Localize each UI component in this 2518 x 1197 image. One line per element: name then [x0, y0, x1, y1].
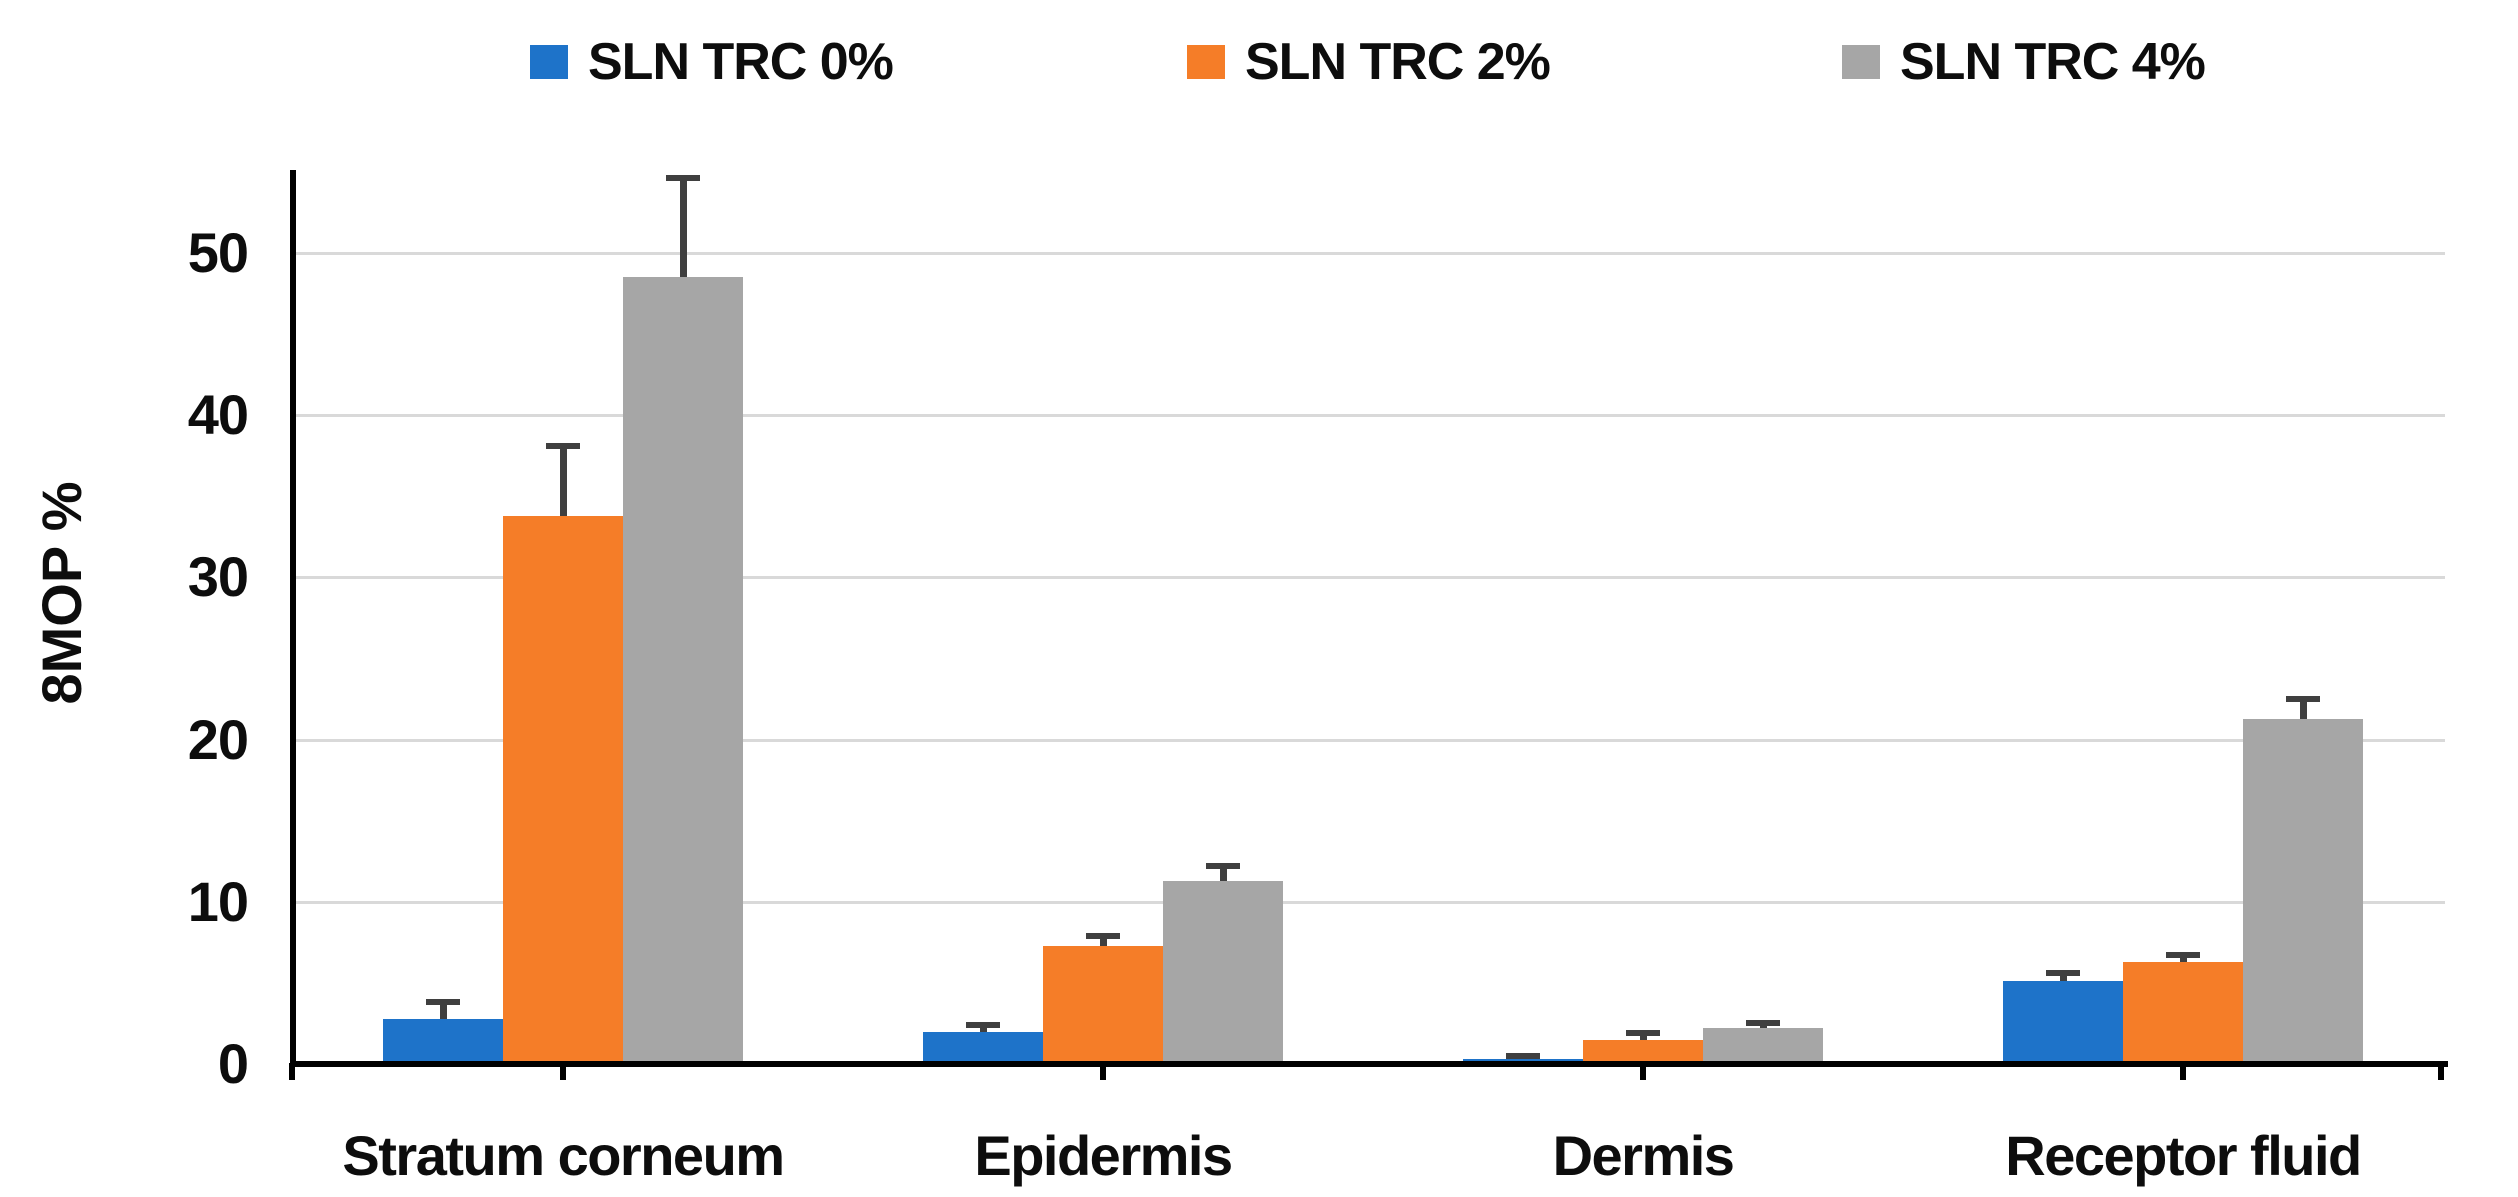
x-axis-line	[290, 1061, 2448, 1067]
bar-sln-trc-0--receptor-fluid	[2003, 981, 2123, 1064]
y-tick-label-0: 0	[217, 1032, 249, 1095]
error-bar-cap	[2166, 952, 2200, 958]
error-bar-cap	[1506, 1053, 1540, 1059]
gridline-40	[296, 414, 2445, 417]
bar-sln-trc-2--stratum-corneum	[503, 516, 623, 1064]
error-bar-cap	[546, 443, 580, 449]
x-axis-tick-3	[1640, 1063, 1646, 1080]
legend-item-sln-trc-4-: SLN TRC 4%	[1842, 33, 2206, 91]
y-tick-label-20: 20	[187, 708, 249, 771]
bar-sln-trc-4--receptor-fluid	[2243, 719, 2363, 1064]
gridline-20	[296, 739, 2445, 742]
legend-swatch-icon	[530, 45, 568, 79]
y-tick-label-40: 40	[187, 383, 249, 446]
error-bar-stem	[440, 1002, 447, 1019]
error-bar-stem	[2300, 699, 2307, 719]
legend-item-sln-trc-2-: SLN TRC 2%	[1187, 33, 1551, 91]
error-bar-stem	[560, 446, 567, 516]
bar-sln-trc-4--epidermis	[1163, 881, 1283, 1064]
bar-sln-trc-4--dermis	[1703, 1028, 1823, 1064]
gridline-50	[296, 252, 2445, 255]
legend-swatch-icon	[1842, 45, 1880, 79]
error-bar-stem	[1640, 1033, 1647, 1040]
x-axis-tick-4	[2180, 1063, 2186, 1080]
error-bar-stem	[2060, 973, 2067, 981]
error-bar-stem	[2180, 955, 2187, 962]
y-tick-label-10: 10	[187, 870, 249, 933]
category-label-receptor-fluid: Receptor fluid	[2005, 1124, 2362, 1187]
error-bar-stem	[1100, 936, 1107, 946]
category-label-dermis: Dermis	[1552, 1124, 1735, 1187]
x-axis-tick-5	[2438, 1063, 2444, 1080]
error-bar-stem	[1220, 866, 1227, 881]
bar-sln-trc-4--stratum-corneum	[623, 277, 743, 1064]
legend-label: SLN TRC 4%	[1900, 33, 2206, 91]
error-bar-cap	[1746, 1020, 1780, 1026]
x-axis-tick-1	[560, 1063, 566, 1080]
category-label-epidermis: Epidermis	[974, 1124, 1233, 1187]
legend-label: SLN TRC 2%	[1245, 33, 1551, 91]
error-bar-cap	[666, 175, 700, 181]
bar-sln-trc-2--receptor-fluid	[2123, 962, 2243, 1064]
gridline-10	[296, 901, 2445, 904]
category-label-stratum-corneum: Stratum corneum	[342, 1124, 785, 1187]
error-bar-cap	[1206, 863, 1240, 869]
y-axis-title: 8MOP %	[30, 481, 93, 705]
y-tick-label-30: 30	[187, 545, 249, 608]
error-bar-cap	[1626, 1030, 1660, 1036]
error-bar-cap	[2046, 970, 2080, 976]
error-bar-stem	[980, 1025, 987, 1032]
legend-swatch-icon	[1187, 45, 1225, 79]
bar-sln-trc-2--dermis	[1583, 1040, 1703, 1064]
gridline-30	[296, 576, 2445, 579]
bar-sln-trc-2--epidermis	[1043, 946, 1163, 1064]
error-bar-cap	[426, 999, 460, 1005]
error-bar-stem	[680, 178, 687, 277]
error-bar-cap	[2286, 696, 2320, 702]
bar-sln-trc-0--epidermis	[923, 1032, 1043, 1064]
bar-sln-trc-0--stratum-corneum	[383, 1019, 503, 1064]
x-axis-tick-2	[1100, 1063, 1106, 1080]
error-bar-cap	[1086, 933, 1120, 939]
y-axis-line	[290, 170, 296, 1067]
y-tick-label-50: 50	[187, 221, 249, 284]
legend-item-sln-trc-0-: SLN TRC 0%	[530, 33, 894, 91]
error-bar-cap	[966, 1022, 1000, 1028]
legend-label: SLN TRC 0%	[588, 33, 894, 91]
x-axis-tick-0	[289, 1063, 295, 1080]
